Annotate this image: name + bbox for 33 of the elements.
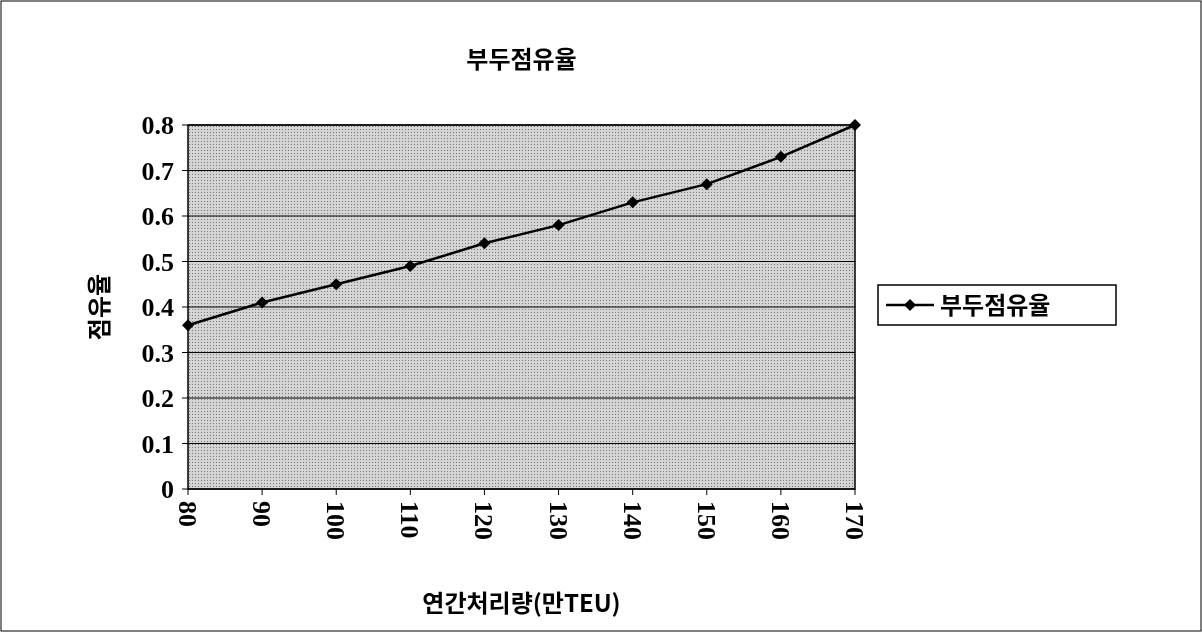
x-tick-label: 80 bbox=[173, 501, 202, 527]
x-axis-title: 연간처리량(만TEU) bbox=[422, 584, 621, 619]
x-tick-label: 110 bbox=[395, 501, 425, 539]
y-axis-title: 점유율 bbox=[80, 273, 115, 341]
x-tick-label: 120 bbox=[469, 501, 499, 540]
x-tick-label: 90 bbox=[247, 501, 277, 527]
x-tick-label: 130 bbox=[543, 501, 573, 540]
point bbox=[478, 237, 491, 250]
point bbox=[849, 119, 861, 131]
y-tick-label: 0.4 bbox=[141, 293, 174, 322]
x-tick-label: 160 bbox=[765, 501, 795, 540]
x-tick-label: 150 bbox=[691, 501, 721, 540]
point bbox=[626, 196, 639, 209]
y-tick-label: 0.1 bbox=[141, 429, 174, 459]
point bbox=[330, 278, 343, 291]
point bbox=[256, 296, 269, 309]
y-tick-label: 0.5 bbox=[141, 247, 174, 277]
y-tick-label: 0.8 bbox=[141, 111, 174, 140]
y-tick-label: 0.6 bbox=[141, 202, 174, 231]
point bbox=[552, 219, 565, 232]
x-tick-label: 170 bbox=[840, 501, 869, 540]
y-tick-label: 0.3 bbox=[141, 338, 174, 368]
chart-title: 부두점유율 bbox=[466, 40, 577, 75]
y-tick-label: 0.2 bbox=[141, 384, 174, 413]
x-tick-label: 140 bbox=[617, 501, 647, 540]
point bbox=[700, 178, 713, 191]
point bbox=[404, 260, 417, 273]
point bbox=[182, 319, 194, 332]
y-tick-label: 0 bbox=[161, 475, 174, 504]
point bbox=[774, 150, 787, 163]
x-tick-label: 100 bbox=[321, 501, 351, 540]
y-tick-label: 0.7 bbox=[141, 156, 174, 186]
legend-label: 부두점유율 bbox=[940, 286, 1051, 321]
